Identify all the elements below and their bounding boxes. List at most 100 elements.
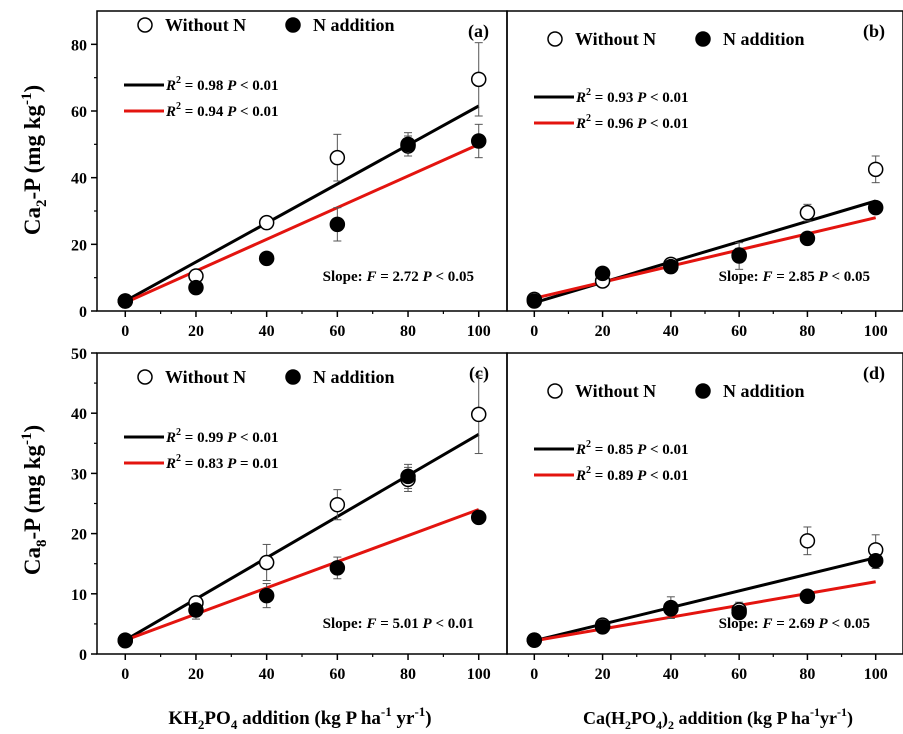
y-tick-label: 80	[71, 37, 87, 54]
stat-text-n_addition: R2 = 0.94 P < 0.01	[165, 101, 279, 120]
y-tick-label: 40	[71, 171, 87, 188]
data-point-without_n	[867, 161, 884, 178]
x-tick-label: 100	[467, 323, 491, 340]
x-axis-label-left: KH2PO4 addition (kg P ha-1 yr-1)	[168, 704, 431, 732]
data-point-n_addition	[400, 468, 416, 485]
x-axis-label-right: Ca(H2PO4)2 addition (kg P ha-1yr-1)	[583, 705, 853, 732]
data-point-without_n	[799, 533, 816, 549]
slope-text: Slope: F = 2.85 P < 0.05	[719, 269, 870, 285]
legend-label-without-n: Without N	[575, 29, 656, 49]
slope-text: Slope: F = 5.01 P < 0.01	[323, 616, 474, 632]
data-point-n_addition	[117, 633, 134, 649]
legend-marker-n-addition	[695, 31, 711, 47]
data-point-n_addition	[663, 258, 679, 275]
data-point-n_addition	[329, 216, 346, 233]
x-tick-label: 80	[799, 666, 815, 683]
data-point-without_n	[329, 496, 346, 513]
data-point-n_addition	[188, 279, 204, 296]
data-point-n_addition	[470, 133, 487, 149]
y-tick-label: 20	[71, 237, 87, 254]
x-tick-label: 60	[731, 323, 747, 340]
x-tick-label: 80	[400, 666, 416, 683]
legend-marker-without-n	[137, 369, 153, 385]
panel-label: (d)	[863, 363, 885, 384]
fit-line-n_addition	[534, 580, 876, 643]
y-tick-label: 50	[71, 346, 87, 363]
panel-a: 0 20 40 60 80 100 0 20 40 60 80 (a) Without N N addit…	[71, 10, 508, 340]
x-tick-label: 100	[864, 666, 888, 683]
panel-label: (b)	[863, 21, 885, 42]
fit-line-n_addition	[124, 508, 480, 642]
plot-frame	[96, 10, 508, 312]
x-tick-label: 40	[663, 323, 679, 340]
legend-label-n-addition: N addition	[313, 15, 395, 35]
x-tick-label: 100	[864, 323, 888, 340]
x-tick-label: 80	[400, 323, 416, 340]
x-tick-label: 0	[121, 666, 129, 683]
data-point-n_addition	[258, 250, 275, 267]
data-point-n_addition	[470, 509, 487, 526]
legend-label-n-addition: N addition	[723, 381, 805, 401]
data-point-n_addition	[594, 265, 611, 282]
data-point-without_n	[470, 406, 487, 423]
data-point-n_addition	[731, 604, 747, 621]
legend-marker-without-n	[547, 31, 563, 47]
panel-c: 0 20 40 60 80 100 0 10 20 30 40 50 (c) Without N N add…	[71, 346, 508, 683]
x-tick-label: 0	[121, 323, 129, 340]
legend-label-without-n: Without N	[165, 15, 246, 35]
legend-marker-without-n	[137, 17, 153, 33]
data-point-without_n	[799, 204, 816, 221]
x-tick-label: 80	[799, 323, 815, 340]
legend-label-without-n: Without N	[575, 381, 656, 401]
stat-text-without_n: R2 = 0.85 P < 0.01	[575, 439, 689, 458]
panel-label: (c)	[469, 363, 489, 384]
x-tick-label: 40	[663, 666, 679, 683]
x-tick-label: 20	[188, 323, 204, 340]
legend-marker-without-n	[547, 383, 563, 399]
y-tick-label: 10	[71, 587, 87, 604]
fit-line-n_addition	[533, 216, 877, 300]
x-tick-label: 20	[188, 666, 204, 683]
panel-label: (a)	[468, 21, 489, 42]
stat-text-n_addition: R2 = 0.83 P = 0.01	[165, 453, 279, 472]
data-point-n_addition	[867, 199, 884, 216]
y-axis-label-bottom: Ca8-P (mg kg-1)	[19, 425, 50, 575]
legend-marker-n-addition	[285, 369, 301, 385]
fit-line-without_n	[124, 104, 480, 303]
y-tick-label: 60	[71, 104, 87, 121]
panel-d: 0 20 40 60 80 100 (d) Without N N addition R2 = 0…	[506, 352, 903, 683]
x-tick-label: 0	[530, 666, 538, 683]
data-point-n_addition	[594, 619, 611, 635]
x-tick-label: 20	[595, 666, 611, 683]
panel-b: 0 20 40 60 80 100 (b) Without N N addition R2 = 0…	[506, 10, 903, 340]
x-tick-label: 60	[731, 666, 747, 683]
stat-text-without_n: R2 = 0.99 P < 0.01	[165, 427, 279, 446]
x-tick-label: 40	[259, 666, 275, 683]
stat-text-n_addition: R2 = 0.89 P < 0.01	[575, 465, 689, 484]
data-point-n_addition	[799, 230, 816, 247]
stat-text-without_n: R2 = 0.98 P < 0.01	[165, 75, 279, 94]
data-point-without_n	[470, 71, 487, 88]
data-point-n_addition	[663, 601, 679, 617]
data-point-n_addition	[799, 588, 816, 604]
x-tick-label: 60	[329, 323, 345, 340]
stat-text-n_addition: R2 = 0.96 P < 0.01	[575, 113, 689, 132]
legend-label-n-addition: N addition	[313, 367, 395, 387]
data-point-n_addition	[188, 602, 204, 618]
data-point-n_addition	[400, 136, 416, 153]
data-point-n_addition	[867, 552, 884, 569]
data-point-without_n	[258, 554, 275, 571]
x-tick-label: 100	[467, 666, 491, 683]
stat-text-without_n: R2 = 0.93 P < 0.01	[575, 87, 689, 106]
legend-label-n-addition: N addition	[723, 29, 805, 49]
plot-frame	[506, 10, 903, 312]
data-point-n_addition	[258, 587, 275, 604]
slope-text: Slope: F = 2.72 P < 0.05	[323, 269, 474, 285]
fit-line-without_n	[533, 556, 877, 643]
fit-line-n_addition	[124, 142, 480, 305]
data-point-n_addition	[526, 293, 543, 309]
x-tick-label: 20	[595, 323, 611, 340]
y-tick-label: 0	[79, 647, 87, 664]
